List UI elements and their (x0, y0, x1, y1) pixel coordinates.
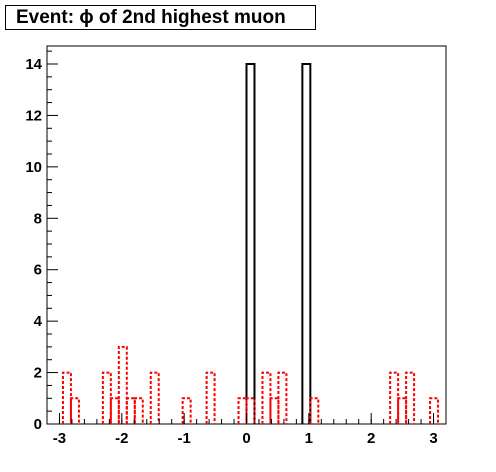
red-dashed-bin-9 (205, 371, 216, 424)
x-tick-label: 2 (367, 430, 375, 447)
black-solid-bin-1 (301, 63, 312, 424)
red-dashed-bin-1 (69, 397, 80, 424)
x-tick-label: 0 (242, 430, 250, 447)
red-dashed-bin-8 (181, 397, 192, 424)
red-dashed-bin-4 (117, 345, 128, 424)
x-tick-label: -2 (115, 430, 128, 447)
chart-title: Event: ϕ of 2nd highest muon (5, 5, 316, 30)
black-solid-bin-0 (245, 63, 256, 424)
red-dashed-bin-10 (237, 397, 248, 424)
y-tick-label: 2 (34, 365, 42, 382)
y-tick-label: 8 (34, 210, 42, 227)
red-dashed-bin-12 (261, 371, 272, 424)
x-tick-label: -1 (177, 430, 190, 447)
red-dashed-bin-3 (109, 397, 120, 424)
red-dashed-bin-0 (61, 371, 72, 424)
x-tick-label: 3 (429, 430, 437, 447)
red-dashed-bin-19 (429, 397, 440, 424)
red-dashed-bin-16 (389, 371, 400, 424)
red-dashed-bin-17 (397, 397, 408, 424)
y-tick-label: 6 (34, 262, 42, 279)
red-dashed-bin-15 (309, 397, 320, 424)
red-dashed-bin-11 (245, 397, 256, 424)
x-tick-label: -3 (53, 430, 66, 447)
y-tick-label: 4 (34, 313, 43, 330)
red-dashed-bin-14 (277, 371, 288, 424)
red-dashed-bin-2 (101, 371, 112, 424)
red-dashed-bin-6 (133, 397, 144, 424)
y-tick-label: 10 (25, 159, 42, 176)
y-tick-label: 14 (25, 56, 42, 73)
red-dashed-bin-7 (149, 371, 160, 424)
red-dashed-bin-5 (125, 397, 136, 424)
red-dashed-bin-18 (405, 371, 416, 424)
x-tick-label: 1 (305, 430, 313, 447)
y-tick-label: 12 (25, 107, 42, 124)
y-tick-label: 0 (34, 416, 42, 433)
